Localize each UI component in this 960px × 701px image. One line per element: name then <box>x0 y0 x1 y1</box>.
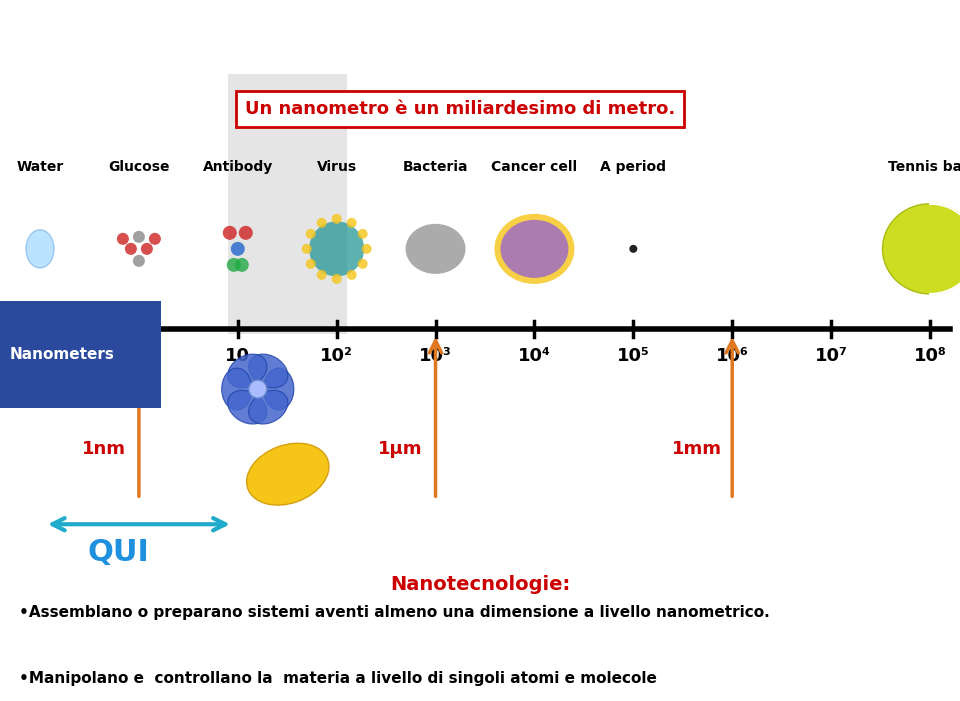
Ellipse shape <box>317 270 326 280</box>
Ellipse shape <box>26 230 54 268</box>
Ellipse shape <box>882 204 960 294</box>
Ellipse shape <box>309 222 364 276</box>
Ellipse shape <box>222 368 252 410</box>
Ellipse shape <box>358 229 368 239</box>
Ellipse shape <box>247 443 329 505</box>
Ellipse shape <box>630 245 637 253</box>
Ellipse shape <box>305 259 316 269</box>
Ellipse shape <box>125 243 137 255</box>
Ellipse shape <box>230 242 245 256</box>
Text: Nanotecnologie:: Nanotecnologie: <box>390 576 570 594</box>
Text: 1mm: 1mm <box>672 440 722 458</box>
Text: Un nanometro è un miliardesimo di metro.: Un nanometro è un miliardesimo di metro. <box>245 100 675 118</box>
Text: 1: 1 <box>132 347 145 365</box>
Text: •Manipolano e  controllano la  materia a livello di singoli atomi e molecole: •Manipolano e controllano la materia a l… <box>19 671 657 686</box>
Ellipse shape <box>249 390 288 424</box>
Ellipse shape <box>317 218 326 228</box>
Text: 1μm: 1μm <box>378 440 422 458</box>
Ellipse shape <box>500 220 568 278</box>
Text: Bacteria: Bacteria <box>403 160 468 174</box>
Ellipse shape <box>347 270 357 280</box>
Text: QUI: QUI <box>88 538 150 567</box>
Ellipse shape <box>249 354 288 388</box>
Ellipse shape <box>305 229 316 239</box>
Bar <box>228 43 347 334</box>
Text: 10⁵: 10⁵ <box>617 347 650 365</box>
Ellipse shape <box>494 214 574 284</box>
Text: 10⁴: 10⁴ <box>518 347 551 365</box>
Text: Tennis ball: Tennis ball <box>888 160 960 174</box>
Ellipse shape <box>227 258 241 272</box>
Text: La dimensione “nano”: 0.000000001, un miliardesimo di…: La dimensione “nano”: 0.000000001, un mi… <box>23 23 937 50</box>
Ellipse shape <box>132 231 145 243</box>
Ellipse shape <box>405 224 466 274</box>
Text: A period: A period <box>600 160 666 174</box>
Ellipse shape <box>362 244 372 254</box>
Text: 10⁷: 10⁷ <box>815 347 848 365</box>
Ellipse shape <box>132 255 145 267</box>
Ellipse shape <box>141 243 153 255</box>
Ellipse shape <box>263 368 294 410</box>
Text: 1nm: 1nm <box>82 440 126 458</box>
Text: 10: 10 <box>226 347 251 365</box>
Text: 10⁸: 10⁸ <box>914 347 947 365</box>
Text: Cancer cell: Cancer cell <box>492 160 578 174</box>
Text: Antibody: Antibody <box>203 160 273 174</box>
Text: 10⁶: 10⁶ <box>716 347 749 365</box>
Text: •Assemblano o preparano sistemi aventi almeno una dimensione a livello nanometri: •Assemblano o preparano sistemi aventi a… <box>19 605 770 620</box>
Ellipse shape <box>228 390 267 424</box>
Ellipse shape <box>117 233 129 245</box>
Ellipse shape <box>228 354 267 388</box>
Text: 10⁻¹: 10⁻¹ <box>19 347 61 365</box>
Ellipse shape <box>358 259 368 269</box>
Ellipse shape <box>223 226 237 240</box>
Text: Water: Water <box>16 160 63 174</box>
Text: 10²: 10² <box>321 347 353 365</box>
Ellipse shape <box>331 214 342 224</box>
Text: Nanometers: Nanometers <box>10 347 115 362</box>
Text: Virus: Virus <box>317 160 357 174</box>
Text: Glucose: Glucose <box>108 160 170 174</box>
Ellipse shape <box>301 244 312 254</box>
Text: 10³: 10³ <box>420 347 452 365</box>
Ellipse shape <box>347 218 357 228</box>
Ellipse shape <box>235 258 249 272</box>
Ellipse shape <box>331 274 342 284</box>
Ellipse shape <box>149 233 161 245</box>
Ellipse shape <box>239 226 252 240</box>
Ellipse shape <box>249 380 267 398</box>
